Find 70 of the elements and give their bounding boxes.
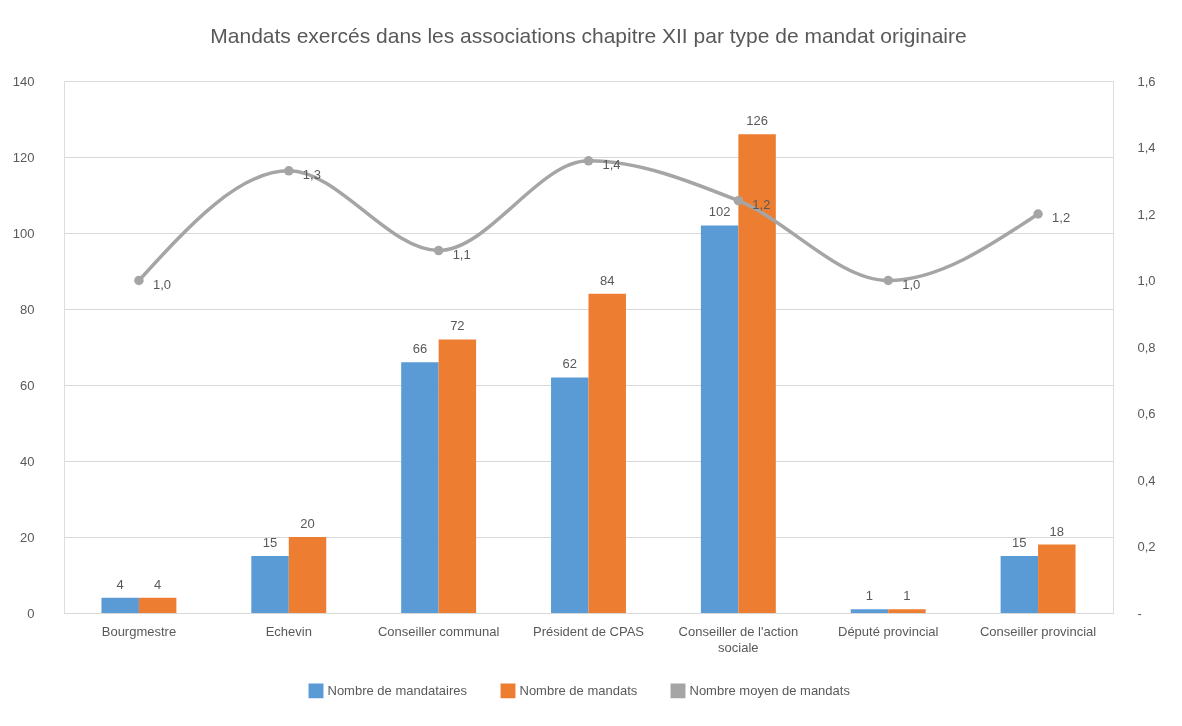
x-tick-label: Conseiller de l'action sociale	[678, 623, 799, 655]
data-label: 72	[450, 318, 465, 334]
x-tick-label: Conseiller communal	[377, 623, 500, 639]
data-label: 18	[1049, 523, 1065, 539]
data-label: 1,2	[1052, 210, 1071, 225]
bar	[1038, 544, 1076, 613]
chart-title: Mandats exercés dans les associations chapitre XII par type de mandat originaire	[210, 24, 967, 47]
data-label: 1,0	[902, 276, 921, 292]
y-tick-label: 100	[12, 225, 35, 241]
y-tick-label: 140	[12, 73, 35, 89]
bar	[588, 293, 626, 613]
data-label: 126	[746, 113, 768, 129]
bar	[438, 339, 477, 613]
bar	[700, 225, 739, 613]
bar	[138, 597, 177, 613]
y-tick-label: 0	[27, 605, 35, 621]
data-label: 1,3	[302, 166, 321, 182]
y2-tick-label: 1,4	[1137, 140, 1156, 155]
x-tick-label: Conseiller provincial	[979, 623, 1097, 639]
point	[284, 166, 294, 176]
data-label: 15	[1012, 535, 1027, 550]
data-label: 4	[154, 576, 162, 592]
bar	[288, 537, 327, 613]
data-label: 1	[865, 588, 874, 604]
data-label: 62	[562, 356, 577, 372]
x-tick-label: Echevin	[265, 623, 312, 639]
y-tick-label: 60	[20, 377, 35, 393]
legend-label: Nombre de mandataires	[327, 682, 468, 698]
data-label: 84	[600, 272, 615, 288]
data-label: 20	[300, 516, 315, 531]
bar	[738, 134, 776, 613]
y2-tick-label: 1,6	[1137, 73, 1156, 89]
y2-tick-label: 0,6	[1137, 406, 1156, 421]
y2-tick-label: -	[1137, 605, 1142, 621]
bar	[251, 556, 289, 613]
y2-tick-label: 0,4	[1137, 472, 1156, 488]
data-label: 1	[903, 588, 911, 604]
data-label: 1,1	[452, 246, 471, 262]
point	[583, 156, 594, 166]
data-label: 1,0	[152, 276, 172, 292]
y2-tick-label: 1,0	[1137, 273, 1156, 288]
data-label: 15	[262, 535, 278, 550]
bar	[101, 597, 139, 613]
y2-tick-label: 1,2	[1137, 206, 1156, 222]
point	[883, 275, 893, 286]
bar	[551, 377, 589, 613]
data-label: 4	[116, 576, 124, 592]
y-tick-label: 20	[20, 529, 35, 545]
point	[733, 195, 744, 206]
y2-tick-label: 0,8	[1137, 339, 1156, 355]
y-tick-label: 40	[20, 453, 35, 469]
y2-tick-label: 0,2	[1137, 539, 1156, 554]
x-tick-label: Député provincial	[837, 623, 939, 639]
data-label: 1,4	[602, 156, 621, 172]
x-tick-label: Président de CPAS	[532, 623, 645, 639]
data-label: 1,2	[752, 196, 771, 212]
point	[134, 275, 144, 286]
x-tick-label: Bourgmestre	[101, 623, 177, 639]
y-tick-label: 120	[12, 149, 35, 165]
point	[1033, 209, 1043, 219]
y-tick-label: 80	[20, 301, 35, 317]
point	[433, 245, 444, 256]
bar	[401, 362, 439, 613]
data-label: 66	[412, 341, 428, 357]
data-label: 102	[708, 204, 731, 220]
bar	[888, 609, 926, 613]
legend-label: Nombre moyen de mandats	[689, 682, 851, 698]
bar	[1000, 556, 1039, 613]
bar	[850, 609, 889, 613]
legend-label: Nombre de mandats	[519, 682, 638, 698]
